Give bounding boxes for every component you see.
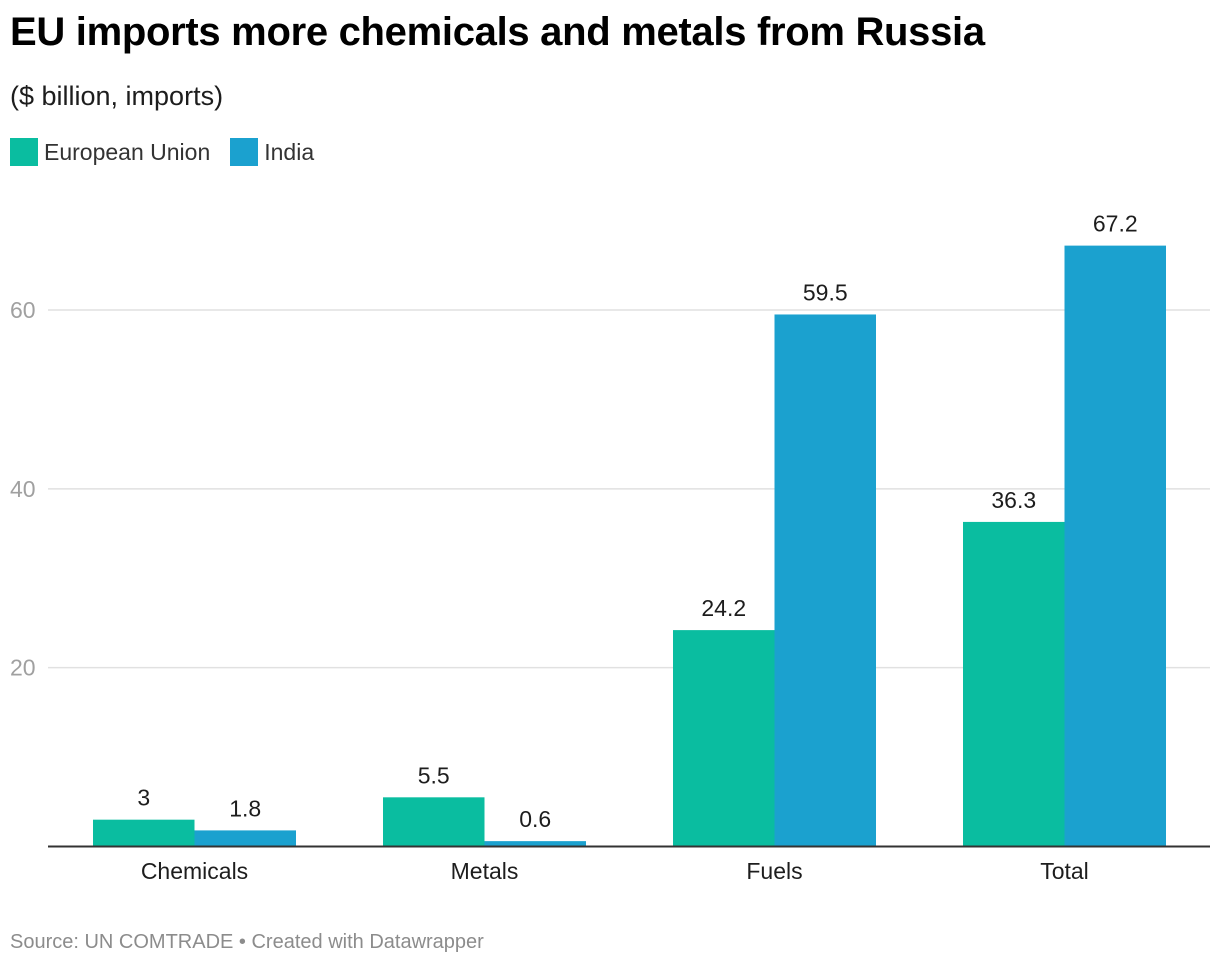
x-tick-label-chemicals: Chemicals	[141, 858, 248, 884]
bar-india-chemicals	[194, 830, 296, 847]
data-label-european-union-chemicals: 3	[137, 785, 150, 811]
data-label-european-union-total: 36.3	[991, 487, 1036, 513]
x-tick-label-fuels: Fuels	[746, 858, 802, 884]
y-tick-label-20: 20	[10, 655, 36, 681]
bar-european-union-metals	[383, 797, 485, 847]
data-label-india-total: 67.2	[1093, 211, 1138, 237]
legend: European Union India	[10, 138, 334, 166]
legend-item-india: India	[230, 138, 314, 166]
legend-item-european-union: European Union	[10, 138, 210, 166]
bar-european-union-total	[963, 521, 1065, 847]
x-tick-label-total: Total	[1040, 858, 1089, 884]
bar-india-fuels	[774, 314, 876, 847]
source-note: Source: UN COMTRADE • Created with Dataw…	[10, 931, 484, 953]
chart-title: EU imports more chemicals and metals fro…	[10, 10, 985, 54]
data-label-india-chemicals: 1.8	[229, 795, 261, 821]
legend-label-india: India	[264, 138, 315, 165]
bar-european-union-chemicals	[93, 819, 195, 847]
y-tick-label-40: 40	[10, 476, 36, 502]
bar-european-union-fuels	[673, 630, 775, 847]
y-tick-label-60: 60	[10, 297, 36, 323]
data-label-india-fuels: 59.5	[803, 279, 848, 305]
data-label-european-union-metals: 5.5	[418, 762, 450, 788]
bar-india-total	[1064, 245, 1166, 847]
data-label-european-union-fuels: 24.2	[701, 595, 746, 621]
bar-india-metals	[484, 841, 586, 847]
data-label-india-metals: 0.6	[519, 806, 551, 832]
legend-label-european-union: European Union	[44, 138, 211, 165]
legend-swatch-european-union	[10, 138, 38, 166]
chart-subtitle: ($ billion, imports)	[10, 81, 224, 111]
legend-swatch-india	[230, 138, 259, 166]
x-tick-label-metals: Metals	[451, 858, 519, 884]
